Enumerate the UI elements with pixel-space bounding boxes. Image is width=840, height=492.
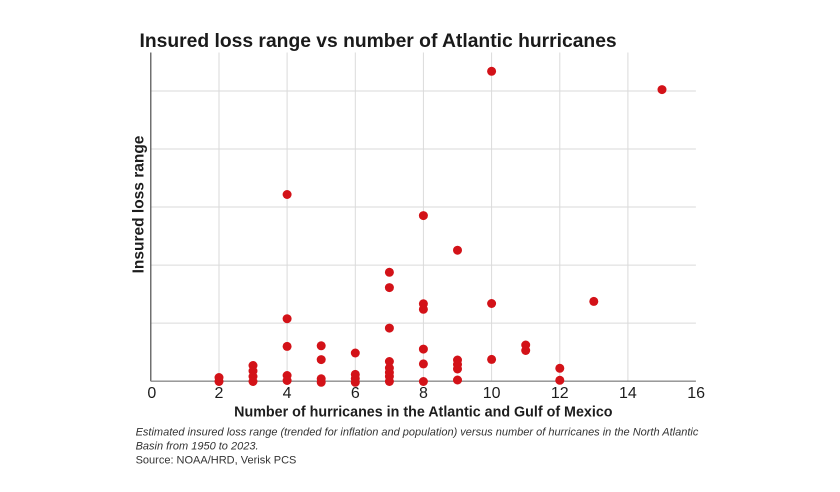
svg-text:8: 8: [419, 385, 428, 402]
svg-text:Insured loss range: Insured loss range: [131, 135, 148, 273]
svg-text:Insured loss range vs number o: Insured loss range vs number of Atlantic…: [140, 31, 617, 52]
svg-text:14: 14: [619, 385, 637, 402]
svg-text:10: 10: [483, 385, 501, 402]
svg-text:Source: NOAA/HRD, Verisk PCS: Source: NOAA/HRD, Verisk PCS: [136, 455, 297, 467]
svg-text:4: 4: [283, 385, 292, 402]
svg-text:2: 2: [215, 385, 224, 402]
svg-text:Number of hurricanes in the At: Number of hurricanes in the Atlantic and…: [234, 404, 613, 420]
svg-text:0: 0: [147, 385, 156, 402]
svg-text:Basin from 1950 to 2023.: Basin from 1950 to 2023.: [136, 441, 259, 453]
svg-text:16: 16: [687, 385, 705, 402]
svg-text:12: 12: [551, 385, 569, 402]
svg-text:6: 6: [351, 385, 360, 402]
svg-text:Estimated insured loss range (: Estimated insured loss range (trended fo…: [136, 426, 699, 438]
